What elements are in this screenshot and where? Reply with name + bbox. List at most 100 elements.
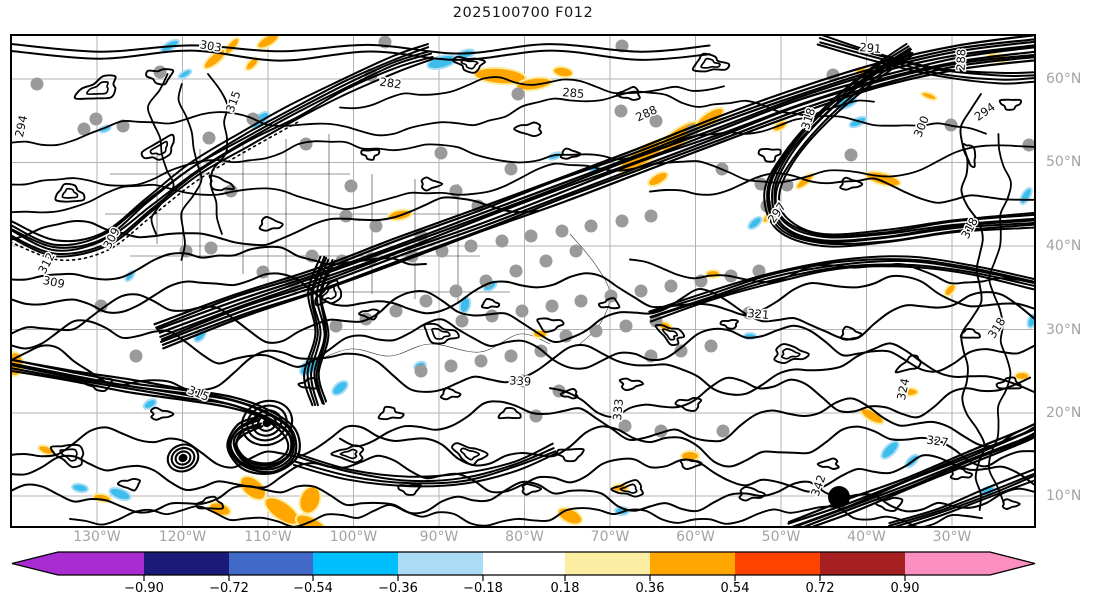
lat-tick-label: 60°N <box>1046 71 1082 87</box>
station-dot <box>455 314 469 328</box>
contour-line <box>805 435 1036 528</box>
positive-shading-patch <box>1014 371 1030 381</box>
cyclone-spiral <box>166 443 200 473</box>
contour-line <box>314 279 343 307</box>
contour-line <box>816 457 840 470</box>
contour-line <box>10 369 290 465</box>
station-dot <box>464 239 478 253</box>
contour-line <box>295 442 554 478</box>
contour-line <box>292 451 559 488</box>
contour-line <box>59 448 78 462</box>
contour-label: 342 <box>808 473 829 498</box>
lon-tick-label: 100°W <box>329 529 378 545</box>
lon-tick-label: 30°W <box>932 529 972 545</box>
positive-shading-patch <box>647 170 669 187</box>
contour-label: 327 <box>926 433 950 450</box>
positive-shading-patch <box>552 65 574 79</box>
station-dot <box>414 364 428 378</box>
station-dot <box>434 146 448 160</box>
contour-line <box>691 52 731 73</box>
map-border-line <box>309 333 551 365</box>
station-dot <box>644 209 658 223</box>
station-dot <box>1022 138 1036 152</box>
contour-line <box>774 51 1036 237</box>
contour-label: 300 <box>911 114 932 140</box>
contour-line <box>459 447 481 461</box>
contour-line <box>818 37 1036 77</box>
contour-line <box>10 50 430 249</box>
contour-line <box>258 216 284 232</box>
contour-line <box>618 377 644 392</box>
contour-line <box>330 444 365 464</box>
station-dot <box>539 254 553 268</box>
contour-line <box>10 56 434 255</box>
plot-title: 2025100700 F012 <box>452 5 594 21</box>
colorbar-tick-label: 0.90 <box>890 581 920 596</box>
contour-label: 294 <box>12 114 30 138</box>
station-dot <box>618 419 632 433</box>
contour-line <box>431 327 451 340</box>
colorbar-tick-label: 0.36 <box>635 581 665 596</box>
station-dot <box>474 354 488 368</box>
contour-line <box>767 47 1036 244</box>
station-dot <box>511 87 525 101</box>
station-dot <box>615 39 629 53</box>
contour-line <box>899 478 1036 528</box>
contour-line <box>888 474 1036 528</box>
contour-line <box>597 297 621 310</box>
contour-line <box>149 140 169 156</box>
station-dot <box>299 137 313 151</box>
station-dot <box>615 214 629 228</box>
contour-line <box>650 263 1036 319</box>
lat-tick-label: 20°N <box>1046 405 1082 421</box>
contour-line <box>559 147 582 160</box>
contour-line <box>1001 498 1021 510</box>
station-dot <box>584 219 598 233</box>
positive-shading-patch <box>239 475 267 501</box>
contour-line <box>310 256 328 407</box>
contour-line <box>559 388 579 400</box>
contour-line <box>145 68 175 86</box>
contour-line <box>10 58 434 258</box>
station-dot <box>524 229 538 243</box>
lat-tick-label: 10°N <box>1046 488 1082 504</box>
contour-line <box>116 477 141 492</box>
colorbar-segment <box>398 552 483 575</box>
station-dot <box>116 119 130 133</box>
station-dot <box>634 284 648 298</box>
contour-line <box>54 182 86 203</box>
contour-line <box>10 52 433 252</box>
contour-line <box>358 308 380 321</box>
contour-line <box>208 174 235 192</box>
contour-line <box>556 447 585 463</box>
contour-line <box>763 42 1036 248</box>
contour-line <box>61 187 79 199</box>
station-dot <box>369 219 383 233</box>
colorbar-outline <box>11 551 1036 576</box>
contour-line <box>10 454 1035 494</box>
contour-line <box>339 448 358 460</box>
contour-line <box>610 479 644 498</box>
contour-line <box>10 49 711 62</box>
cyclone-spiral <box>174 450 192 466</box>
contour-line <box>303 255 322 407</box>
contour-label: 282 <box>379 75 403 92</box>
contour-line <box>789 430 1036 528</box>
cyclone-spiral <box>170 446 196 470</box>
station-dot <box>202 131 216 145</box>
contour-line <box>839 325 863 341</box>
contour-line <box>397 483 422 496</box>
station-dot <box>552 384 566 398</box>
station-dot <box>504 162 518 176</box>
station-dot <box>204 241 218 255</box>
lon-tick-label: 130°W <box>73 529 121 545</box>
colorbar-tick-label: 0.54 <box>720 581 750 596</box>
contour-line <box>160 50 1036 341</box>
colorbar-tick-label: 0.18 <box>550 581 580 596</box>
station-dot <box>752 264 766 278</box>
contour-line <box>10 121 299 262</box>
colorbar-segment <box>735 552 820 575</box>
cyclone-spiral <box>262 418 272 428</box>
contour-line <box>894 354 922 374</box>
contour-line <box>757 147 782 163</box>
